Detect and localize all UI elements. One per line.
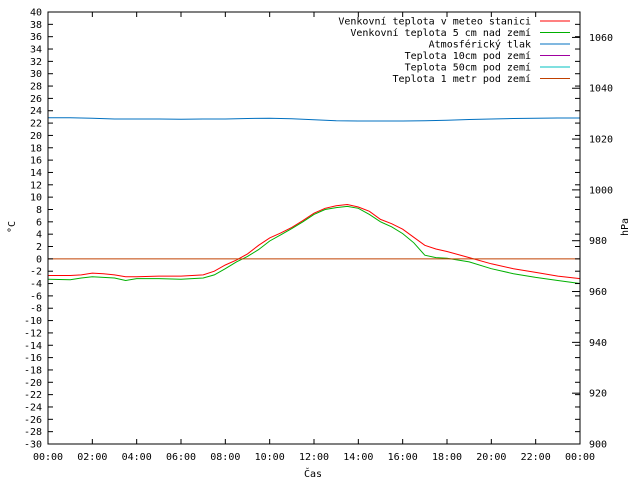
y-tick-label: -8 (30, 304, 42, 315)
y-tick-label: 8 (36, 205, 42, 216)
y-tick-label: 0 (36, 254, 42, 265)
y2-tick-label: 980 (589, 236, 607, 247)
y-tick-label: 2 (36, 242, 42, 253)
series-line-1 (48, 203, 581, 280)
legend-label-6: Teplota 1 metr pod zemí (393, 73, 531, 85)
y2-tick-label: 920 (589, 389, 607, 400)
y-tick-label: 4 (36, 230, 42, 241)
x-tick-label: 08:00 (210, 452, 240, 463)
y-tick-label: 34 (30, 45, 42, 56)
y-tick-label: 26 (30, 94, 42, 105)
y2-tick-label: 1000 (589, 185, 613, 196)
x-tick-label: 14:00 (343, 452, 373, 463)
y-tick-label: -26 (24, 415, 42, 426)
x-tick-label: 20:00 (476, 452, 506, 463)
y2-tick-label: 1040 (589, 84, 613, 95)
legend-label-3: Atmosférický tlak (429, 39, 531, 51)
y-tick-label: 18 (30, 143, 42, 154)
y2-axis-label: hPa (620, 218, 631, 236)
legend: Venkovní teplota v meteo staniciVenkovní… (338, 16, 570, 85)
y-tick-label: -6 (30, 291, 42, 302)
y2-tick-label: 960 (589, 287, 607, 298)
x-tick-label: 10:00 (255, 452, 285, 463)
y-tick-label: 30 (30, 69, 42, 80)
y2-tick-label: 900 (589, 440, 607, 451)
y-tick-label: -30 (24, 440, 42, 451)
series-line-3 (48, 117, 580, 122)
y-tick-label: -16 (24, 353, 42, 364)
y-tick-label: 12 (30, 180, 42, 191)
y-tick-label: 38 (30, 20, 42, 31)
y-tick-label: -12 (24, 328, 42, 339)
y-tick-label: 22 (30, 119, 42, 130)
legend-label-1: Venkovní teplota v meteo stanici (338, 16, 531, 28)
y-tick-label: -24 (24, 402, 42, 413)
x-tick-label: 02:00 (77, 452, 107, 463)
y-tick-label: -14 (24, 341, 42, 352)
y-tick-label: -2 (30, 267, 42, 278)
legend-label-5: Teplota 50cm pod zemí (405, 62, 531, 74)
x-tick-label: 06:00 (166, 452, 196, 463)
y2-tick-label: 940 (589, 338, 607, 349)
x-tick-label: 16:00 (388, 452, 418, 463)
y-tick-label: -10 (24, 316, 42, 327)
y-tick-label: 28 (30, 82, 42, 93)
y-tick-label: -4 (30, 279, 42, 290)
x-tick-label: 00:00 (33, 452, 63, 463)
y-tick-label: -28 (24, 427, 42, 438)
series-line-2 (47, 205, 581, 284)
x-tick-label: 22:00 (521, 452, 551, 463)
series-layer (47, 117, 581, 284)
y-tick-label: 10 (30, 193, 42, 204)
x-tick-label: 18:00 (432, 452, 462, 463)
x-tick-label: 00:00 (565, 452, 595, 463)
y-tick-label: -22 (24, 390, 42, 401)
x-axis-label: Čas (304, 467, 322, 480)
y-tick-label: 14 (30, 168, 42, 179)
legend-label-4: Teplota 10cm pod zemí (405, 50, 531, 62)
axes-layer: -30-28-26-24-22-20-18-16-14-12-10-8-6-4-… (24, 8, 613, 464)
y-tick-label: 20 (30, 131, 42, 142)
legend-label-2: Venkovní teplota 5 cm nad zemí (350, 27, 531, 39)
y-axis-label: °C (7, 221, 18, 233)
y2-tick-label: 1020 (589, 135, 613, 146)
y2-tick-label: 1060 (589, 33, 613, 44)
y-tick-label: 32 (30, 57, 42, 68)
y-tick-label: 16 (30, 156, 42, 167)
y-tick-label: 6 (36, 217, 42, 228)
y-tick-label: 40 (30, 8, 42, 19)
y-tick-label: -20 (24, 378, 42, 389)
y-tick-label: -18 (24, 365, 42, 376)
y-tick-label: 24 (30, 106, 42, 117)
x-tick-label: 04:00 (122, 452, 152, 463)
y-tick-label: 36 (30, 32, 42, 43)
x-tick-label: 12:00 (299, 452, 329, 463)
